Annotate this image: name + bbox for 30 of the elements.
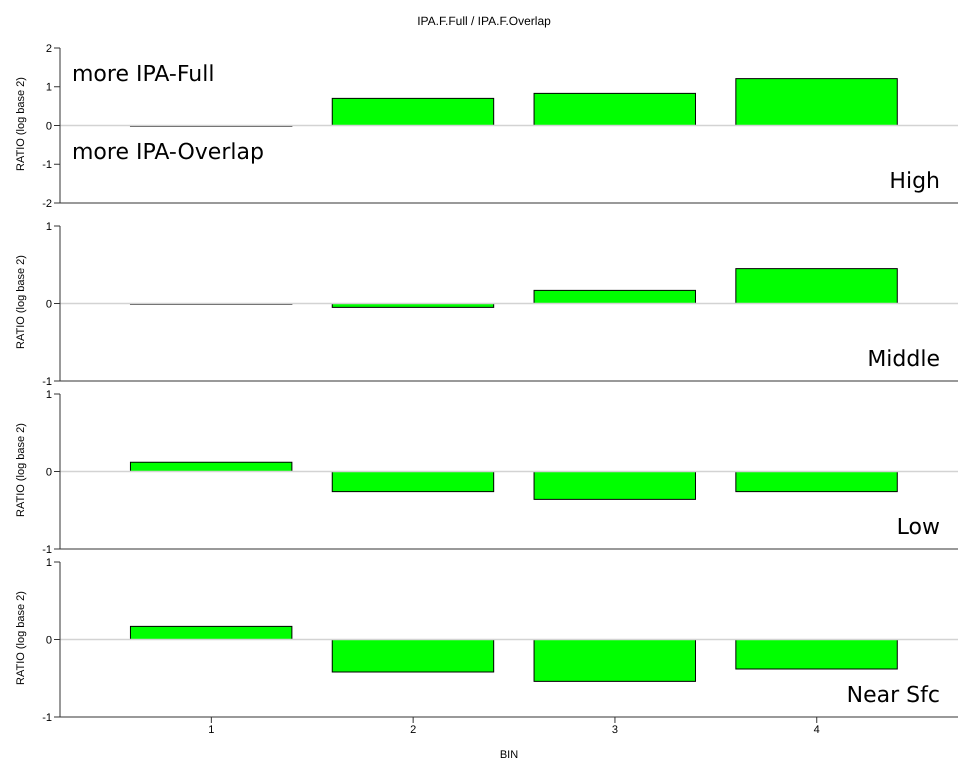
y-axis-title: RATIO (log base 2) <box>15 254 27 350</box>
annotation: Low <box>896 515 940 540</box>
y-tick-label: 0 <box>46 466 52 478</box>
y-tick-label: -1 <box>42 376 52 388</box>
y-tick-label: -2 <box>42 198 52 210</box>
x-tick-label: 1 <box>208 724 214 736</box>
y-tick-label: -1 <box>42 159 52 172</box>
x-axis-title: BIN <box>498 749 520 761</box>
y-tick-label: 1 <box>46 82 52 94</box>
y-tick-label: 0 <box>46 120 52 132</box>
x-tick-label: 4 <box>814 724 820 736</box>
y-tick-label: -1 <box>42 712 52 724</box>
y-axis-title: RATIO (log base 2) <box>15 422 27 518</box>
y-axis-title: RATIO (log base 2) <box>15 76 27 172</box>
annotation: High <box>889 169 940 194</box>
y-tick-label: 0 <box>46 298 52 310</box>
y-tick-label: 1 <box>46 220 52 233</box>
annotation: Near Sfc <box>846 683 940 708</box>
y-tick-label: 2 <box>46 42 52 55</box>
x-tick-label: 3 <box>612 724 618 736</box>
y-tick-label: 1 <box>46 556 52 569</box>
y-tick-label: 0 <box>46 634 52 646</box>
y-tick-label: 1 <box>46 388 52 401</box>
annotation: more IPA-Full <box>72 62 214 87</box>
y-tick-label: -1 <box>42 544 52 556</box>
chart-title: IPA.F.Full / IPA.F.Overlap <box>416 14 552 28</box>
annotation: more IPA-Overlap <box>72 140 264 164</box>
annotation: Middle <box>867 347 940 372</box>
x-tick-label: 2 <box>410 724 416 736</box>
y-axis-title: RATIO (log base 2) <box>15 590 27 686</box>
